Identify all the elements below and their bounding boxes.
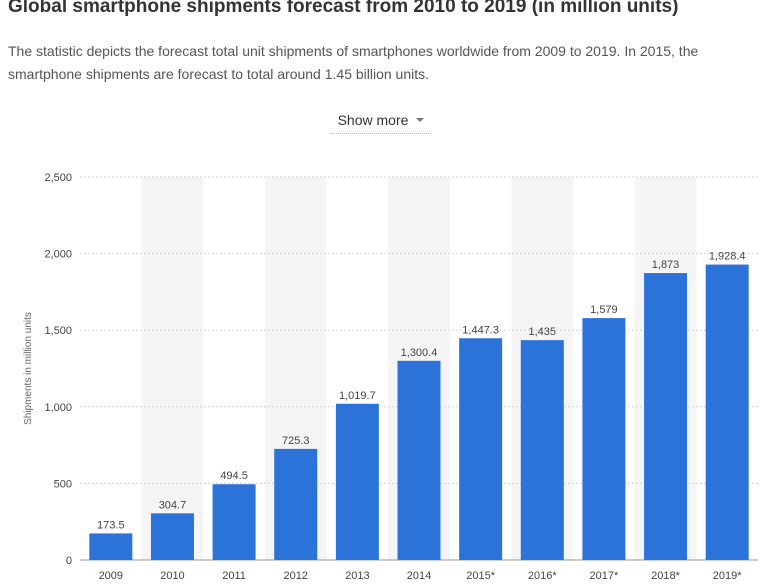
chevron-down-icon [416,117,425,122]
background-band [141,177,204,560]
x-tick-label: 2010 [160,570,184,582]
bar [397,360,441,560]
bar [644,273,688,560]
x-tick-label: 2011 [222,570,246,582]
x-tick-label: 2019* [713,570,742,582]
bar [582,318,626,560]
bar [89,533,133,560]
y-tick-label: 1,500 [44,325,72,337]
x-tick-label: 2015* [466,570,495,582]
bar-value-label: 304.7 [159,499,187,511]
bar [150,513,194,560]
bar-value-label: 725.3 [282,435,310,447]
bar-value-label: 494.5 [220,470,248,482]
x-tick-label: 2009 [99,570,123,582]
bar-value-label: 1,435 [529,326,557,338]
x-tick-label: 2013 [345,570,369,582]
show-more-label: Show more [337,111,409,128]
page-title: Global smartphone shipments forecast fro… [8,0,679,17]
y-tick-label: 0 [66,555,72,567]
x-tick-label: 2012 [283,570,307,582]
x-tick-label: 2014 [407,570,431,582]
bar-value-label: 1,447.3 [462,324,499,336]
bar [705,264,749,560]
x-tick-label: 2017* [590,570,619,582]
y-tick-label: 1,000 [44,402,72,414]
bar-value-label: 173.5 [97,519,125,531]
bar [335,403,379,560]
y-tick-label: 500 [54,478,72,490]
show-more-button[interactable]: Show more [331,106,431,134]
chart-description: The statistic depicts the forecast total… [8,43,699,82]
bar-value-label: 1,579 [590,304,618,316]
bar-chart: 0 500 1,000 1,500 2,000 2,500 Shipments in mil… [23,172,758,582]
x-tick-label: 2016* [528,570,557,582]
bar [459,338,503,560]
bar [274,448,318,560]
x-tick-label: 2018* [651,570,680,582]
bar-value-label: 1,300.4 [401,347,438,359]
bar-value-label: 1,873 [652,259,680,271]
bar-value-label: 1,928.4 [709,251,746,263]
bar [520,340,564,560]
bar [212,484,256,560]
y-axis-label: Shipments in million units [23,312,34,425]
y-tick-label: 2,000 [44,249,72,261]
y-tick-label: 2,500 [44,172,72,184]
bar-value-label: 1,019.7 [339,390,376,402]
